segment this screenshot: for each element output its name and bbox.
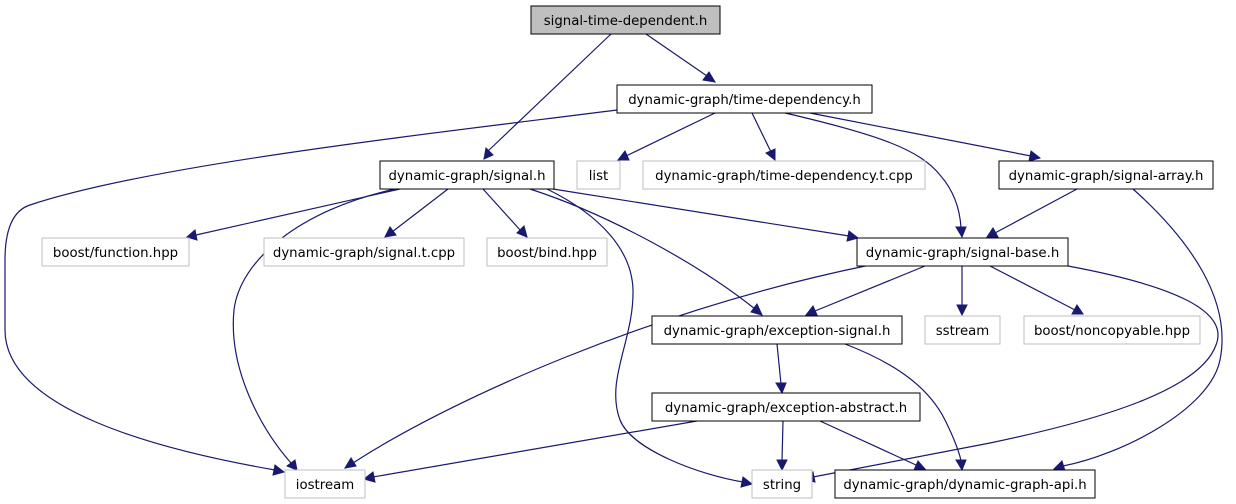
edge-root-to-time-dependency-h [645, 33, 716, 83]
node-label-signal-h: dynamic-graph/signal.h [388, 169, 545, 184]
node-time-dependency-h[interactable]: dynamic-graph/time-dependency.h [616, 84, 873, 114]
edge-exception-abstract-to-dynamic-graph-api-h [819, 420, 927, 471]
edge-signal-base-to-iostream [344, 264, 871, 469]
edge-time-dependency-to-time-dependency-t-cpp [751, 112, 776, 162]
edge-exception-abstract-to-string [776, 420, 788, 472]
node-label-sstream: sstream [936, 324, 990, 339]
node-signal-h[interactable]: dynamic-graph/signal.h [379, 160, 555, 190]
edge-signal-base-to-exception-signal-h [804, 265, 926, 316]
node-exception-signal-h[interactable]: dynamic-graph/exception-signal.h [651, 315, 903, 345]
edge-signal-base-to-sstream [956, 266, 968, 317]
node-label-boost-function-hpp: boost/function.hpp [53, 246, 178, 261]
edge-signal-h-to-signal-t-cpp [384, 188, 449, 238]
edge-exception-signal-to-dynamic-graph-api-h [844, 343, 967, 472]
edge-signal-h-to-boost-bind [482, 188, 528, 238]
edges [4, 33, 1223, 488]
edge-signal-h-to-boost-function [185, 188, 401, 241]
edge-signal-array-to-signal-base-h [986, 188, 1078, 238]
node-list[interactable]: list [576, 160, 621, 190]
node-time-dependency-t-cpp[interactable]: dynamic-graph/time-dependency.t.cpp [642, 160, 926, 190]
node-label-list: list [589, 169, 609, 184]
node-label-signal-base-h: dynamic-graph/signal-base.h [866, 246, 1060, 261]
node-label-exception-abstract-h: dynamic-graph/exception-abstract.h [665, 401, 907, 416]
node-label-signal-time-dependent-h: signal-time-dependent.h [544, 14, 708, 29]
edge-signal-h-to-signal-base-h [552, 188, 860, 242]
node-signal-base-h[interactable]: dynamic-graph/signal-base.h [856, 237, 1069, 267]
node-dynamic-graph-api-h[interactable]: dynamic-graph/dynamic-graph-api.h [834, 469, 1096, 499]
node-string[interactable]: string [751, 469, 813, 499]
edge-signal-h-to-string [546, 188, 754, 488]
node-exception-abstract-h[interactable]: dynamic-graph/exception-abstract.h [651, 392, 921, 422]
node-boost-noncopyable-hpp[interactable]: boost/noncopyable.hpp [1023, 315, 1201, 345]
edge-exception-signal-to-exception-abstract-h [775, 343, 787, 395]
node-boost-bind-hpp[interactable]: boost/bind.hpp [486, 237, 608, 267]
node-sstream[interactable]: sstream [924, 315, 1001, 345]
edge-time-dependency-to-iostream [4, 109, 618, 476]
node-label-boost-bind-hpp: boost/bind.hpp [497, 246, 597, 261]
edge-signal-h-to-iostream [232, 188, 396, 471]
node-label-exception-signal-h: dynamic-graph/exception-signal.h [664, 324, 891, 339]
edge-signal-array-to-dynamic-graph-api-h [1052, 188, 1223, 472]
edge-signal-base-to-string [802, 265, 1219, 483]
node-label-string: string [763, 478, 801, 493]
edge-time-dependency-to-list [616, 112, 716, 161]
node-label-boost-noncopyable-hpp: boost/noncopyable.hpp [1034, 324, 1190, 339]
node-label-iostream: iostream [296, 478, 354, 493]
node-label-time-dependency-h: dynamic-graph/time-dependency.h [628, 93, 861, 108]
edge-time-dependency-to-signal-base-h [784, 112, 967, 239]
node-label-signal-array-h: dynamic-graph/signal-array.h [1009, 169, 1204, 184]
edge-root-to-signal-h [483, 33, 612, 160]
edge-signal-base-to-boost-noncopyable [989, 265, 1084, 315]
node-label-time-dependency-t-cpp: dynamic-graph/time-dependency.t.cpp [655, 169, 913, 184]
nodes: signal-time-dependent.h dynamic-graph/ti… [41, 5, 1214, 499]
node-iostream[interactable]: iostream [284, 469, 366, 499]
edge-time-dependency-to-signal-array-h [809, 112, 1042, 162]
node-label-dynamic-graph-api-h: dynamic-graph/dynamic-graph-api.h [843, 478, 1086, 493]
node-signal-time-dependent-h[interactable]: signal-time-dependent.h [530, 5, 721, 35]
edge-signal-h-to-exception-signal-h [529, 188, 763, 316]
node-label-signal-t-cpp: dynamic-graph/signal.t.cpp [273, 246, 455, 261]
node-boost-function-hpp[interactable]: boost/function.hpp [41, 237, 190, 267]
node-signal-t-cpp[interactable]: dynamic-graph/signal.t.cpp [263, 237, 465, 267]
edge-exception-abstract-to-iostream [362, 420, 698, 483]
node-signal-array-h[interactable]: dynamic-graph/signal-array.h [998, 160, 1214, 190]
